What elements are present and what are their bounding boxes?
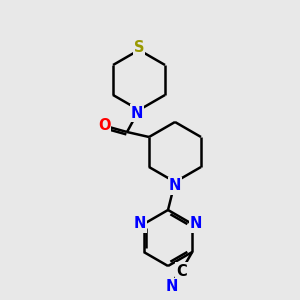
Text: N: N bbox=[166, 279, 178, 294]
Text: N: N bbox=[169, 178, 181, 194]
Text: N: N bbox=[131, 106, 143, 121]
Text: C: C bbox=[176, 264, 187, 279]
Text: N: N bbox=[190, 217, 202, 232]
Text: N: N bbox=[134, 217, 146, 232]
Text: O: O bbox=[98, 118, 110, 133]
Text: S: S bbox=[134, 40, 144, 55]
